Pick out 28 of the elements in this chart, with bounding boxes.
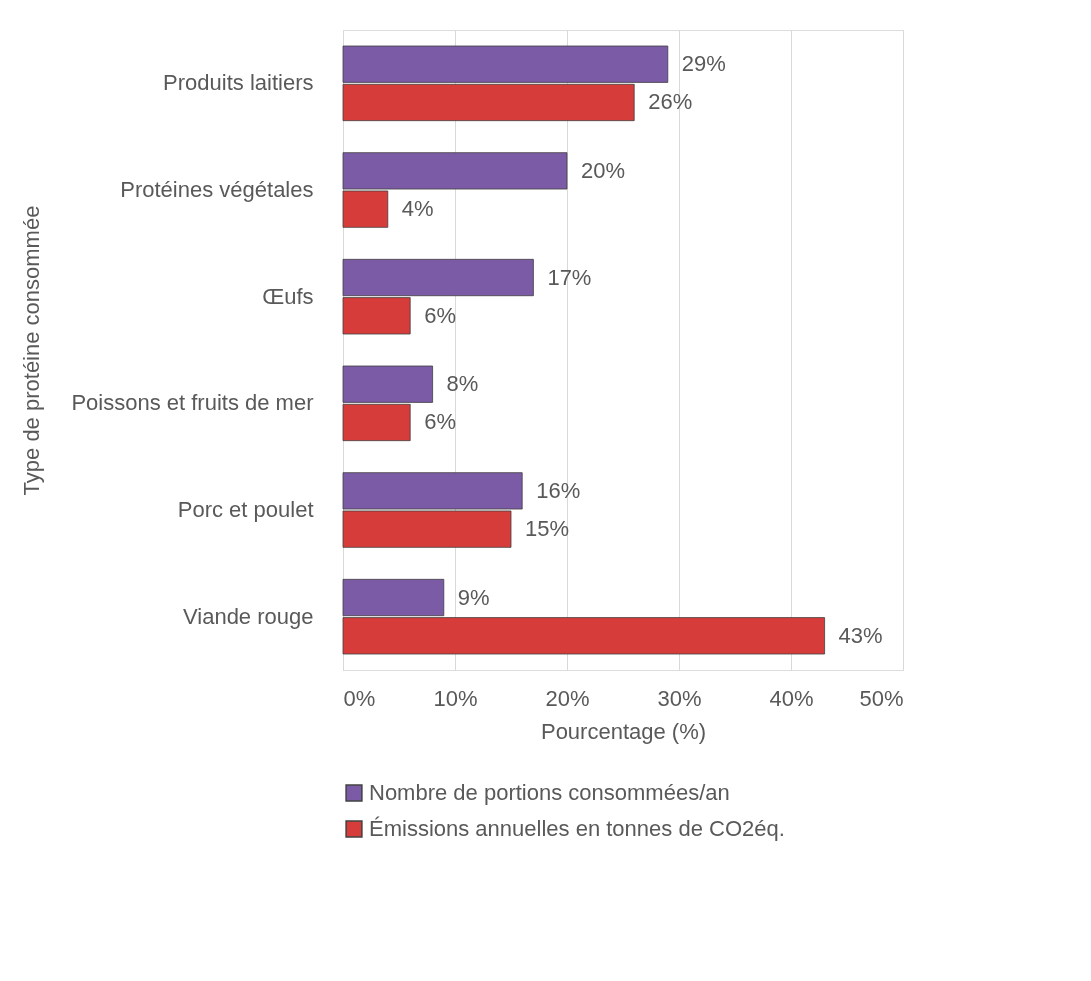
y-tick-label: Protéines végétales [120, 177, 314, 202]
data-label: 6% [424, 409, 456, 435]
x-tick-label: 40% [769, 685, 814, 711]
data-label: 8% [446, 371, 479, 397]
y-tick-label: Viande rouge [183, 603, 314, 629]
y-axis-title: Type de protéine consommée [18, 205, 44, 496]
x-tick-label: 50% [859, 685, 904, 711]
data-label: 17% [547, 264, 592, 290]
x-tick-label: 30% [657, 685, 702, 711]
data-label: 9% [457, 584, 490, 610]
data-label: 16% [536, 477, 581, 503]
data-label: 26% [648, 89, 693, 115]
data-label: 43% [838, 622, 883, 648]
legend-label: Nombre de portions consommées/an [369, 780, 730, 805]
data-label: 6% [424, 302, 456, 328]
y-tick-label: Porc et poulet [177, 497, 314, 522]
x-tick-label: 10% [433, 685, 478, 711]
data-label: 29% [681, 51, 726, 77]
y-tick-label: Produits laitiers [163, 70, 314, 96]
y-tick-label: Poissons et fruits de mer [71, 390, 314, 416]
x-tick-label: 0% [343, 685, 376, 711]
x-tick-label: 20% [545, 685, 590, 711]
data-label: 15% [525, 516, 570, 542]
data-label: 20% [581, 157, 626, 183]
x-axis-title: Pourcentage (%) [540, 718, 707, 744]
legend-label: Émissions annuelles en tonnes de CO2éq. [369, 816, 785, 841]
y-tick-label: Œufs [262, 283, 314, 309]
data-label: 4% [401, 196, 434, 222]
